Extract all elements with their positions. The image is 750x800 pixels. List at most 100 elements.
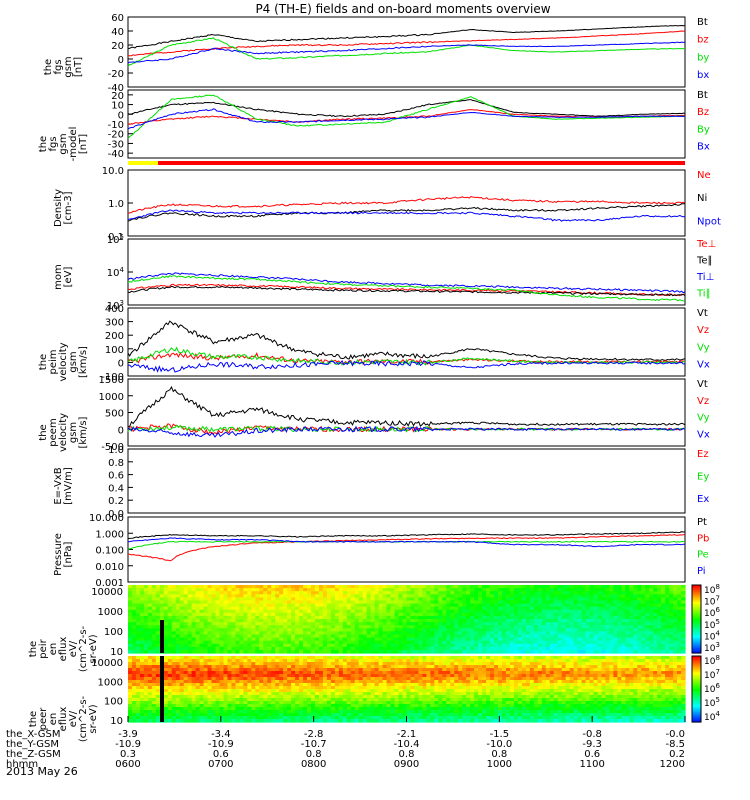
- heatmap-cell: [147, 683, 153, 687]
- heatmap-cell: [163, 701, 169, 705]
- heatmap-cell: [486, 612, 491, 617]
- heatmap-cell: [442, 600, 447, 605]
- series-line-Te⊥: [127, 283, 686, 297]
- legend-label: Ni: [697, 193, 707, 204]
- heatmap-cell: [509, 615, 515, 620]
- heatmap-cell: [151, 701, 157, 705]
- heatmap-cell: [561, 622, 567, 626]
- heatmap-cell: [625, 591, 630, 595]
- heatmap-cell: [533, 609, 539, 614]
- heatmap-cell: [322, 643, 328, 648]
- heatmap-cell: [259, 656, 264, 660]
- heatmap-cell: [175, 701, 181, 705]
- heatmap-cell: [223, 585, 229, 589]
- heatmap-cell: [374, 689, 380, 693]
- heatmap-cell: [641, 643, 646, 648]
- heatmap-cell: [649, 603, 654, 608]
- heatmap-cell: [362, 622, 368, 626]
- heatmap-cell: [287, 713, 292, 717]
- heatmap-cell: [505, 588, 511, 592]
- heatmap-cell: [243, 603, 248, 608]
- heatmap-cell: [295, 597, 300, 602]
- heatmap-cell: [155, 600, 161, 605]
- heatmap-cell: [665, 622, 670, 626]
- heatmap-cell: [430, 695, 435, 699]
- heatmap-cell: [677, 612, 682, 617]
- heatmap-cell: [366, 640, 372, 645]
- heatmap-cell: [259, 646, 264, 651]
- heatmap-cell: [171, 689, 177, 693]
- heatmap-cell: [187, 686, 193, 690]
- heatmap-cell: [641, 640, 646, 645]
- heatmap-cell: [342, 646, 348, 651]
- heatmap-cell: [143, 631, 149, 636]
- heatmap-cell: [561, 625, 567, 629]
- heatmap-cell: [219, 680, 225, 684]
- heatmap-cell: [585, 606, 591, 611]
- heatmap-cell: [299, 668, 304, 672]
- heatmap-cell: [494, 591, 499, 595]
- heatmap-cell: [203, 649, 209, 654]
- heatmap-cell: [561, 615, 567, 620]
- heatmap-cell: [326, 615, 332, 620]
- heatmap-cell: [147, 719, 153, 723]
- heatmap-cell: [322, 597, 328, 602]
- heatmap-cell: [203, 671, 209, 675]
- heatmap-cell: [394, 713, 400, 717]
- heatmap-cell: [529, 600, 535, 605]
- heatmap-cell: [541, 588, 547, 592]
- heatmap-cell: [633, 628, 638, 632]
- heatmap-cell: [143, 707, 149, 711]
- heatmap-cell: [219, 695, 225, 699]
- heatmap-cell: [426, 615, 431, 620]
- heatmap-cell: [203, 665, 209, 669]
- heatmap-cell: [195, 606, 201, 611]
- heatmap-cell: [354, 615, 360, 620]
- heatmap-cell: [175, 597, 181, 602]
- heatmap-cell: [275, 689, 280, 693]
- heatmap-cell: [541, 628, 547, 632]
- heatmap-cell: [482, 622, 487, 626]
- heatmap-cell: [533, 628, 539, 632]
- heatmap-cell: [143, 649, 149, 654]
- heatmap-cell: [386, 606, 392, 611]
- heatmap-cell: [207, 710, 213, 714]
- heatmap-cell: [673, 594, 678, 598]
- heatmap-cell: [386, 719, 392, 723]
- heatmap-cell: [247, 656, 252, 660]
- heatmap-cell: [163, 625, 169, 629]
- heatmap-cell: [430, 665, 435, 669]
- heatmap-cell: [255, 668, 260, 672]
- heatmap-cell: [211, 656, 217, 660]
- heatmap-cell: [135, 631, 141, 636]
- heatmap-cell: [322, 603, 328, 608]
- heatmap-cell: [326, 640, 332, 645]
- heatmap-cell: [147, 674, 153, 678]
- heatmap-cell: [151, 622, 157, 626]
- heatmap-cell: [398, 683, 404, 687]
- heatmap-cell: [677, 597, 682, 602]
- heatmap-cell: [251, 634, 256, 639]
- heatmap-cell: [474, 625, 479, 629]
- y-tick-label: -100: [101, 372, 124, 383]
- heatmap-cell: [402, 597, 408, 602]
- heatmap-cell: [394, 680, 400, 684]
- heatmap-cell: [215, 646, 221, 651]
- heatmap-cell: [311, 659, 316, 663]
- heatmap-cell: [374, 649, 380, 654]
- heatmap-cell: [330, 662, 336, 666]
- heatmap-cell: [171, 597, 177, 602]
- heatmap-cell: [494, 597, 499, 602]
- heatmap-cell: [438, 640, 443, 645]
- heatmap-cell: [179, 640, 185, 645]
- heatmap-cell: [207, 609, 213, 614]
- heatmap-cell: [163, 597, 169, 602]
- heatmap-cell: [219, 597, 225, 602]
- heatmap-cell: [135, 646, 141, 651]
- heatmap-cell: [450, 628, 455, 632]
- heatmap-cell: [637, 619, 642, 623]
- heatmap-cell: [378, 640, 384, 645]
- heatmap-cell: [128, 701, 133, 705]
- heatmap-cell: [645, 628, 650, 632]
- heatmap-cell: [283, 646, 288, 651]
